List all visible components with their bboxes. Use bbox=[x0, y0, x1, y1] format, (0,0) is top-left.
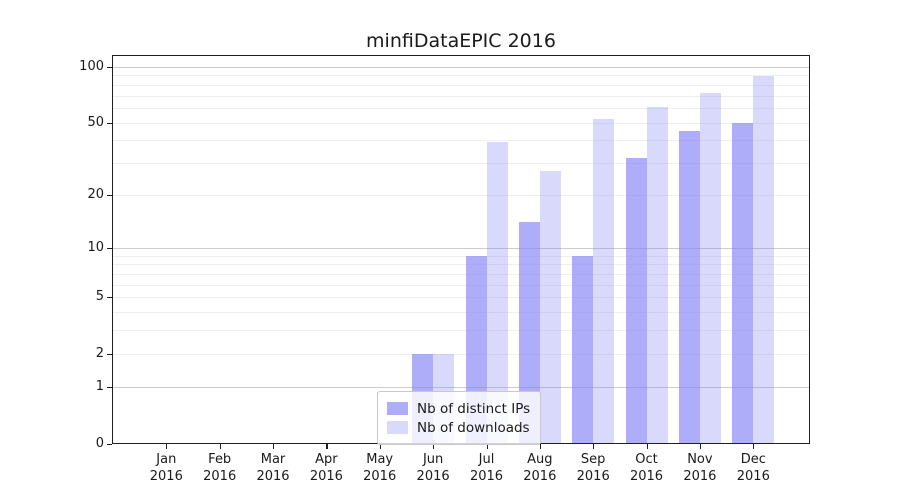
y-tick-mark bbox=[107, 353, 112, 355]
x-tick-label: Sep 2016 bbox=[576, 452, 610, 484]
x-tick-label: Apr 2016 bbox=[309, 452, 343, 484]
x-tick-label: Jun 2016 bbox=[416, 452, 450, 484]
x-tick-label: Jan 2016 bbox=[149, 452, 183, 484]
y-tick-label: 0 bbox=[95, 435, 104, 451]
gridline bbox=[113, 163, 809, 165]
x-tick-mark bbox=[486, 444, 488, 449]
y-tick-label: 100 bbox=[79, 58, 104, 74]
gridline bbox=[113, 122, 809, 124]
y-tick-mark bbox=[107, 247, 112, 249]
bar-downloads bbox=[593, 119, 615, 443]
y-tick-label: 10 bbox=[87, 239, 104, 255]
gridline bbox=[113, 194, 809, 196]
x-tick-mark bbox=[593, 444, 595, 449]
x-tick-mark bbox=[699, 444, 702, 449]
x-tick-mark bbox=[379, 444, 381, 449]
x-tick-mark bbox=[273, 444, 275, 449]
y-tick-label: 2 bbox=[95, 345, 104, 361]
y-tick-mark bbox=[107, 122, 112, 124]
gridline bbox=[113, 330, 809, 332]
y-tick-label: 1 bbox=[95, 378, 104, 394]
y-tick-mark bbox=[107, 66, 112, 68]
x-tick-mark bbox=[753, 444, 755, 449]
x-tick-label: Jul 2016 bbox=[469, 452, 504, 484]
x-tick-mark bbox=[326, 444, 328, 449]
gridline bbox=[113, 353, 809, 355]
x-tick-mark bbox=[433, 444, 435, 449]
bar-downloads bbox=[699, 93, 721, 443]
x-tick-label: Mar 2016 bbox=[256, 452, 290, 484]
bar-distinct-ips bbox=[732, 122, 754, 443]
x-tick-mark bbox=[646, 444, 648, 449]
gridline bbox=[113, 312, 809, 314]
bar-distinct-ips bbox=[625, 158, 647, 443]
bar-distinct-ips bbox=[518, 222, 540, 443]
y-tick-mark bbox=[107, 443, 112, 445]
y-tick-label: 5 bbox=[95, 289, 104, 305]
legend-swatch-downloads bbox=[387, 421, 408, 434]
x-tick-label: May 2016 bbox=[363, 452, 397, 484]
gridline bbox=[113, 84, 809, 86]
legend-swatch-distinct-ips bbox=[387, 402, 408, 415]
bar-distinct-ips bbox=[572, 255, 594, 443]
x-tick-label: Oct 2016 bbox=[629, 452, 664, 484]
bar-downloads bbox=[753, 76, 775, 443]
gridline bbox=[113, 284, 809, 286]
bar-downloads bbox=[646, 106, 668, 443]
x-tick-mark bbox=[219, 444, 221, 449]
x-tick-label: Aug 2016 bbox=[523, 452, 557, 484]
bar-distinct-ips bbox=[678, 130, 700, 443]
legend-item-downloads: Nb of downloads bbox=[387, 419, 531, 436]
chart-title: minfiDataEPIC 2016 bbox=[366, 30, 556, 52]
legend: Nb of distinct IPs Nb of downloads bbox=[377, 391, 541, 445]
legend-label-downloads: Nb of downloads bbox=[417, 419, 530, 436]
bar-downloads bbox=[539, 171, 561, 443]
y-tick-label: 50 bbox=[87, 114, 104, 130]
x-tick-label: Feb 2016 bbox=[203, 452, 237, 484]
y-tick-label: 20 bbox=[87, 186, 104, 202]
gridline bbox=[113, 75, 809, 77]
gridline bbox=[113, 297, 809, 299]
gridline bbox=[113, 66, 809, 68]
gridline bbox=[113, 107, 809, 109]
gridline bbox=[113, 273, 809, 275]
gridline bbox=[113, 247, 809, 249]
plot-area: Nb of distinct IPs Nb of downloads bbox=[112, 55, 810, 445]
legend-item-distinct-ips: Nb of distinct IPs bbox=[387, 400, 531, 417]
x-tick-label: Nov 2016 bbox=[683, 452, 717, 484]
gridline bbox=[113, 386, 809, 388]
y-tick-mark bbox=[107, 386, 112, 389]
x-tick-label: Dec 2016 bbox=[736, 452, 770, 484]
gridline bbox=[113, 255, 809, 257]
x-tick-mark bbox=[166, 444, 168, 449]
legend-label-distinct-ips: Nb of distinct IPs bbox=[417, 400, 531, 417]
y-tick-mark bbox=[107, 297, 112, 299]
gridline bbox=[113, 95, 809, 97]
gridline bbox=[113, 264, 809, 266]
x-tick-mark bbox=[539, 444, 541, 449]
bar-downloads bbox=[486, 142, 508, 443]
gridline bbox=[113, 140, 809, 142]
y-tick-mark bbox=[107, 194, 112, 197]
